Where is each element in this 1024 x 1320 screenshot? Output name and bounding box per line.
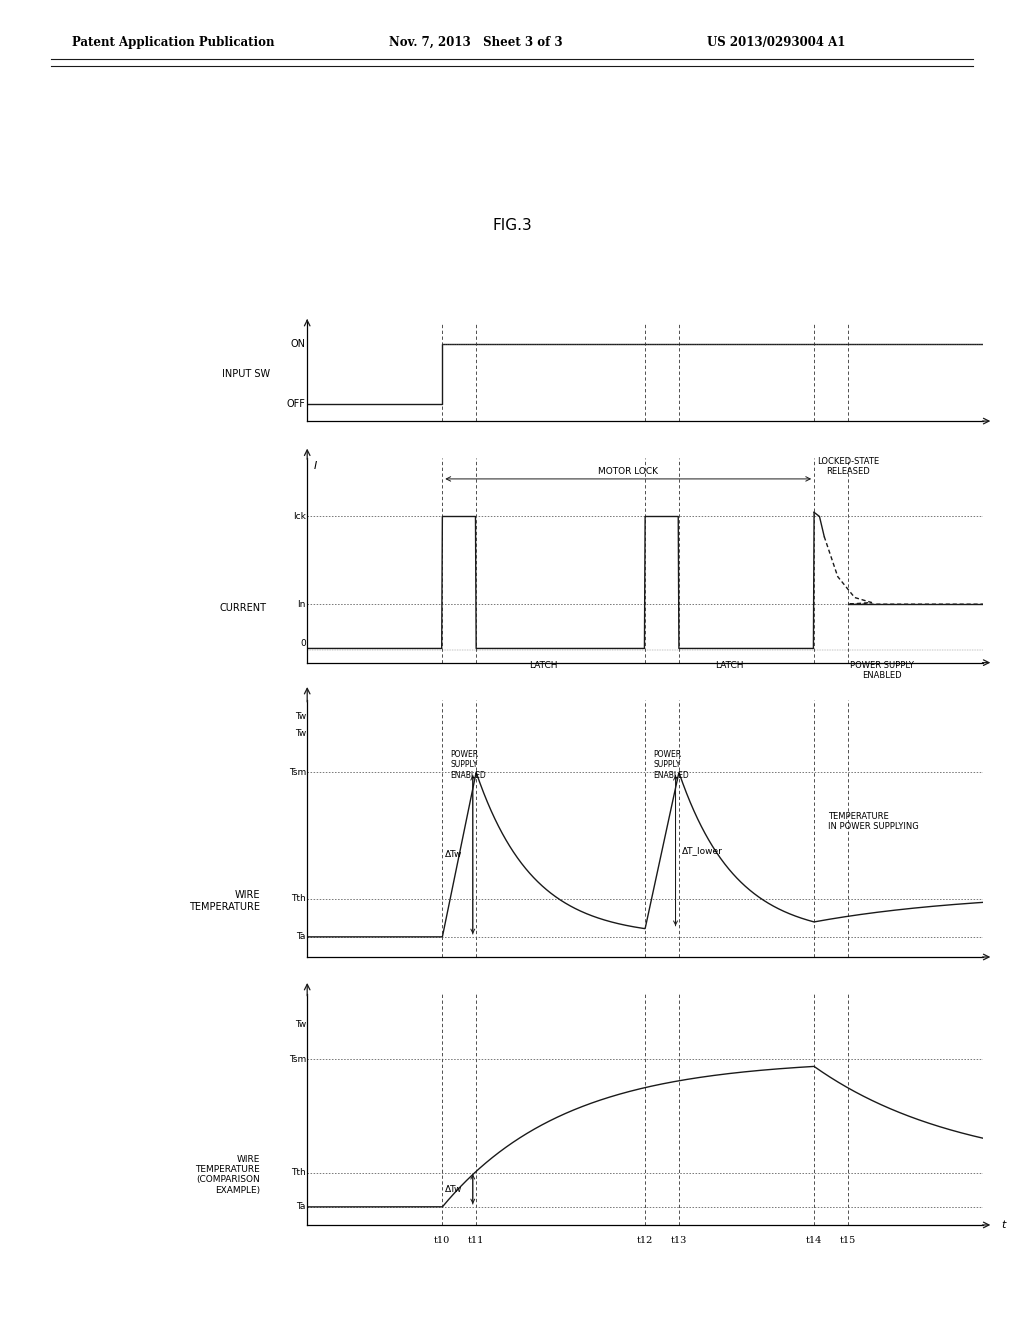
Text: Tw: Tw — [295, 729, 306, 738]
Text: OFF: OFF — [287, 399, 306, 409]
Text: WIRE
TEMPERATURE: WIRE TEMPERATURE — [188, 890, 260, 912]
Text: Tth: Tth — [291, 895, 306, 903]
Text: LATCH: LATCH — [529, 661, 558, 671]
Text: ΔT_lower: ΔT_lower — [682, 846, 723, 855]
Text: t15: t15 — [840, 1236, 856, 1245]
Text: t: t — [1001, 1220, 1006, 1230]
Text: Patent Application Publication: Patent Application Publication — [72, 36, 274, 49]
Text: 0: 0 — [300, 639, 306, 648]
Text: t10: t10 — [434, 1236, 451, 1245]
Text: t14: t14 — [806, 1236, 822, 1245]
Text: In: In — [298, 599, 306, 609]
Text: FIG.3: FIG.3 — [493, 218, 531, 232]
Text: INPUT SW: INPUT SW — [222, 370, 270, 379]
Text: POWER
SUPPLY
ENABLED: POWER SUPPLY ENABLED — [653, 750, 689, 780]
Text: LOCKED-STATE
RELEASED: LOCKED-STATE RELEASED — [817, 457, 879, 477]
Text: Tth: Tth — [291, 1168, 306, 1177]
Text: LATCH: LATCH — [716, 661, 743, 671]
Text: Ta: Ta — [297, 932, 306, 941]
Text: Nov. 7, 2013   Sheet 3 of 3: Nov. 7, 2013 Sheet 3 of 3 — [389, 36, 563, 49]
Text: ΔTw: ΔTw — [445, 850, 463, 859]
Text: Tsm: Tsm — [289, 1055, 306, 1064]
Text: ΔTw: ΔTw — [445, 1184, 463, 1193]
Text: POWER
SUPPLY
ENABLED: POWER SUPPLY ENABLED — [451, 750, 486, 780]
Text: POWER SUPPLY
ENABLED: POWER SUPPLY ENABLED — [850, 661, 913, 680]
Text: t11: t11 — [468, 1236, 484, 1245]
Text: I: I — [314, 461, 317, 470]
Text: Ick: Ick — [293, 512, 306, 521]
Text: Tw: Tw — [295, 711, 306, 721]
Text: Tsm: Tsm — [289, 768, 306, 777]
Text: US 2013/0293004 A1: US 2013/0293004 A1 — [707, 36, 845, 49]
Text: MOTOR LOCK: MOTOR LOCK — [598, 467, 658, 477]
Text: t12: t12 — [637, 1236, 653, 1245]
Text: t13: t13 — [671, 1236, 687, 1245]
Text: Ta: Ta — [297, 1203, 306, 1212]
Text: Tw: Tw — [295, 1019, 306, 1028]
Text: CURRENT: CURRENT — [220, 603, 266, 614]
Text: TEMPERATURE
IN POWER SUPPLYING: TEMPERATURE IN POWER SUPPLYING — [827, 812, 919, 830]
Text: WIRE
TEMPERATURE
(COMPARISON
EXAMPLE): WIRE TEMPERATURE (COMPARISON EXAMPLE) — [196, 1155, 260, 1195]
Text: ON: ON — [291, 339, 306, 350]
